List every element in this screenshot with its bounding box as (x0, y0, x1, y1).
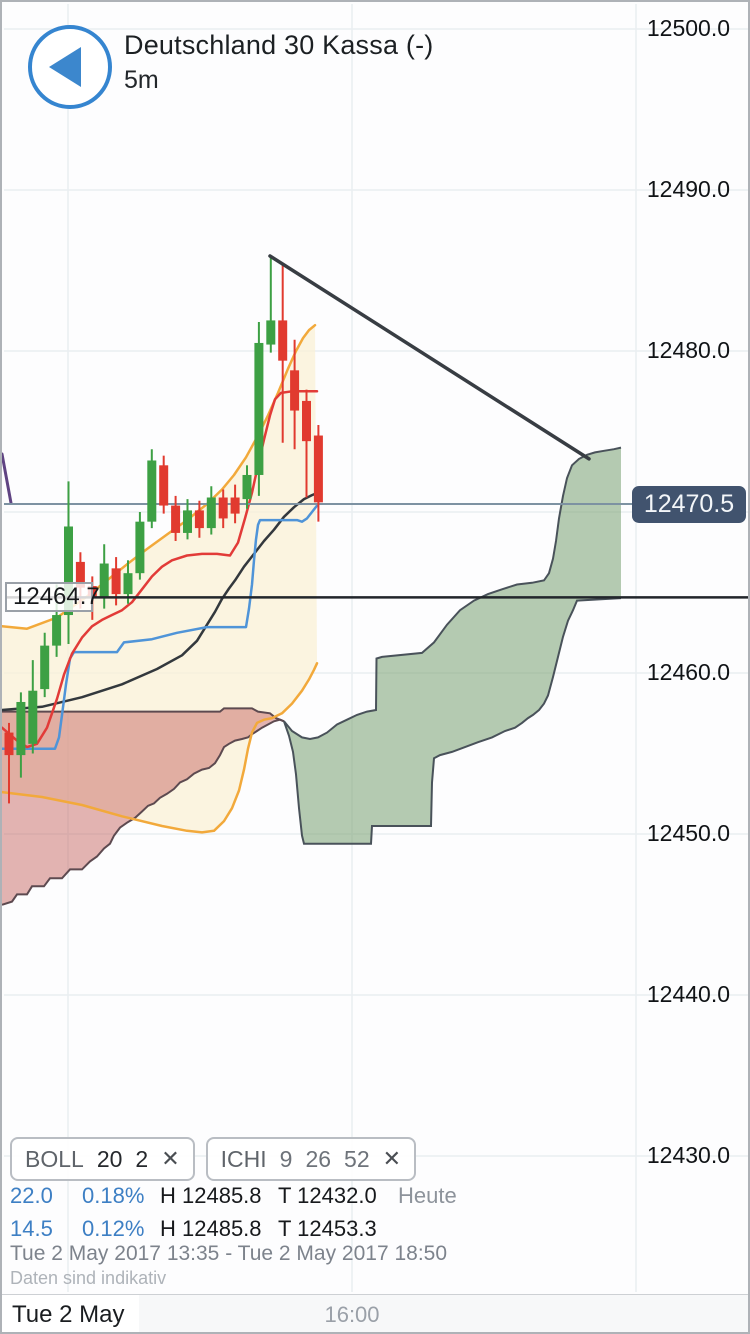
stats-row-day: 22.0 0.18% H 12485.8 T 12432.0 Heute (10, 1183, 457, 1209)
date-label: Tue 2 May (2, 1295, 139, 1332)
high-value: H 12485.8 (160, 1216, 262, 1241)
price-axis-label: 12460.0 (646, 659, 730, 685)
price-axis-label: 12430.0 (646, 1142, 730, 1168)
time-range-text: Tue 2 May 2017 13:35 - Tue 2 May 2017 18… (10, 1242, 448, 1265)
price-axis-label: 12440.0 (646, 981, 730, 1007)
change-percent: 0.18% (82, 1183, 145, 1208)
indicator-chip-ichi[interactable]: ICHI 9 26 52 ✕ (205, 1137, 417, 1181)
indicator-param: 9 (279, 1145, 293, 1172)
indicator-chip-boll[interactable]: BOLL 20 2 ✕ (10, 1137, 195, 1181)
instrument-title: Deutschland 30 Kassa (-) (124, 30, 434, 60)
price-axis-label: 12500.0 (646, 15, 730, 41)
change-value: 22.0 (10, 1183, 53, 1208)
change-percent: 0.12% (82, 1216, 145, 1241)
chart-header: Deutschland 30 Kassa (-) 5m (2, 2, 482, 122)
time-tick-label: 16:00 (324, 1302, 380, 1327)
low-value: T 12453.3 (278, 1216, 377, 1241)
high-value: H 12485.8 (160, 1183, 262, 1208)
indicator-param: 20 (96, 1145, 123, 1172)
disclaimer-text: Daten sind indikativ (10, 1268, 167, 1288)
back-arrow-icon (49, 47, 81, 87)
price-level-label: 12464.7 (5, 582, 100, 613)
indicator-param: 26 (305, 1145, 332, 1172)
price-axis-label: 12450.0 (646, 820, 730, 846)
stats-row-range: 14.5 0.12% H 12485.8 T 12453.3 (10, 1216, 398, 1242)
time-axis-bar: Tue 2 May 16:00 (2, 1294, 748, 1332)
period-label: Heute (398, 1183, 457, 1208)
indicator-name: ICHI (220, 1145, 267, 1172)
remove-indicator-icon[interactable]: ✕ (382, 1146, 402, 1171)
indicator-name: BOLL (25, 1145, 84, 1172)
change-value: 14.5 (10, 1216, 53, 1241)
indicator-param: 2 (135, 1145, 149, 1172)
low-value: T 12432.0 (278, 1183, 377, 1208)
price-chart[interactable] (2, 2, 750, 1294)
indicator-param: 52 (344, 1145, 370, 1172)
current-price-badge: 12470.5 (632, 485, 746, 523)
back-button[interactable] (28, 25, 112, 109)
indicator-chips: BOLL 20 2 ✕ ICHI 9 26 52 ✕ (10, 1137, 417, 1181)
price-axis-label: 12490.0 (646, 176, 730, 202)
price-axis-label: 12480.0 (646, 337, 730, 363)
remove-indicator-icon[interactable]: ✕ (161, 1146, 180, 1171)
timeframe-label: 5m (124, 66, 159, 94)
